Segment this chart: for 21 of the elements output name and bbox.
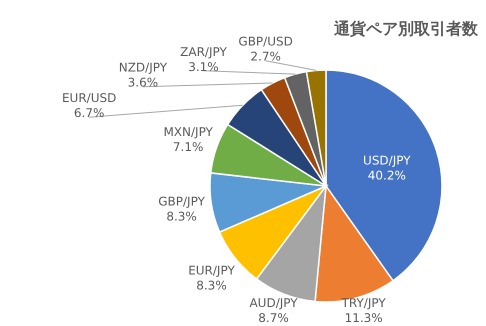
slice-label: GBP/JPY [158, 194, 206, 208]
slice-label: GBP/USD [238, 34, 293, 49]
slice-label: ZAR/JPY [180, 44, 228, 59]
data-label: 3.6% [128, 76, 158, 90]
slice-label: EUR/JPY [188, 264, 236, 278]
data-label: 11.3% [344, 311, 383, 325]
data-label: 8.3% [166, 209, 197, 224]
data-label: 6.7% [74, 106, 104, 120]
slice-label: AUD/JPY [249, 296, 298, 310]
slice-label: MXN/JPY [163, 124, 214, 139]
data-label: 8.3% [196, 278, 227, 293]
slice-label: USD/JPY [363, 154, 412, 168]
slice-label: TRY/JPY [340, 296, 386, 310]
data-label: 8.7% [258, 311, 289, 325]
data-label: 40.2% [368, 168, 406, 183]
data-label: 3.1% [188, 60, 219, 74]
data-label: 7.1% [172, 140, 204, 154]
slice-label: EUR/USD [62, 91, 116, 106]
data-label: 2.7% [250, 50, 281, 64]
chart-title: 通貨ペア別取引者数 [333, 19, 479, 38]
slice-label: NZD/JPY [118, 60, 168, 75]
